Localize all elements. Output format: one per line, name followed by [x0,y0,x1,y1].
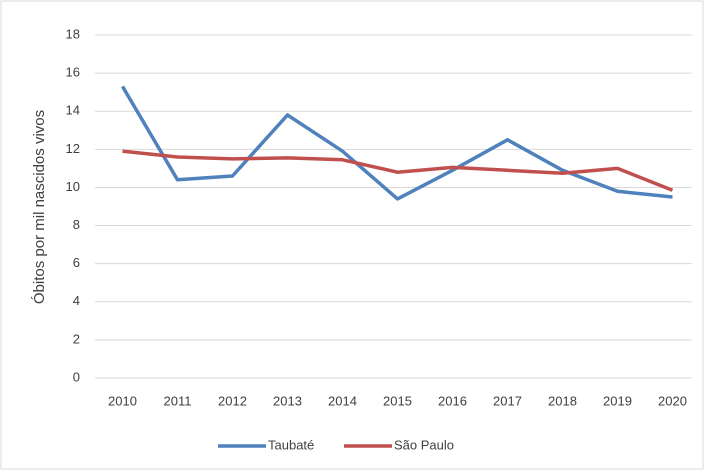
y-tick-label: 2 [73,331,80,346]
y-axis-title: Óbitos por mil nascidos vivos [31,110,48,304]
y-tick-label: 14 [66,103,80,118]
legend-label: Taubaté [268,437,314,452]
x-tick-label: 2015 [383,393,412,408]
data-line [122,149,674,192]
y-tick-label: 16 [66,65,80,80]
legend-label: São Paulo [394,437,454,452]
x-tick-label: 2013 [273,393,302,408]
x-tick-label: 2014 [328,393,357,408]
x-tick-label: 2010 [108,393,137,408]
y-tick-label: 10 [66,179,80,194]
x-tick-label: 2012 [218,393,247,408]
y-tick-label: 8 [73,217,80,232]
x-tick-label: 2018 [548,393,577,408]
y-tick-label: 18 [66,26,80,41]
data-line [120,85,673,201]
y-tick-label: 0 [73,369,80,384]
y-tick-label: 4 [73,293,80,308]
x-tick-label: 2011 [164,393,192,408]
x-tick-label: 2016 [438,393,467,408]
x-tick-label: 2017 [493,393,522,408]
x-tick-label: 2020 [658,393,687,408]
y-tick-label: 12 [66,141,80,156]
x-tick-label: 2019 [603,393,632,408]
y-tick-label: 6 [73,255,80,270]
